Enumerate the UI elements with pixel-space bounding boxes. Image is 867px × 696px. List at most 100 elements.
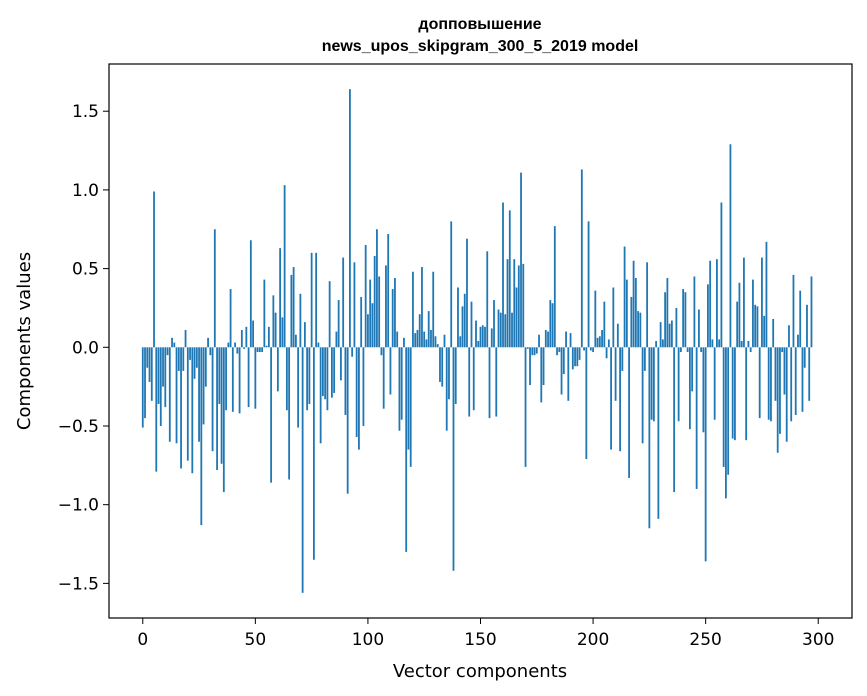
bar bbox=[700, 347, 703, 353]
bar bbox=[434, 336, 437, 348]
bar bbox=[288, 347, 291, 480]
bar bbox=[315, 252, 318, 348]
bar bbox=[391, 289, 394, 348]
bar bbox=[267, 326, 270, 348]
bar bbox=[335, 331, 338, 348]
bar bbox=[731, 347, 734, 439]
bar bbox=[270, 347, 273, 483]
bar bbox=[698, 309, 700, 348]
bar bbox=[463, 293, 466, 348]
bar bbox=[560, 347, 563, 395]
bar bbox=[265, 345, 268, 348]
bar bbox=[317, 342, 320, 348]
bar bbox=[776, 347, 779, 453]
bar bbox=[607, 339, 610, 348]
bar bbox=[619, 347, 621, 452]
bar bbox=[193, 347, 196, 379]
x-tick-label: 100 bbox=[352, 630, 384, 650]
bar bbox=[430, 329, 432, 348]
bar bbox=[448, 347, 450, 400]
bar bbox=[173, 342, 176, 348]
bar bbox=[740, 341, 743, 348]
bar bbox=[526, 347, 529, 349]
bar bbox=[407, 347, 410, 450]
bar bbox=[583, 347, 585, 351]
y-axis-ticks: −1.5 −1.0 −0.5 0.0 0.5 1.0 1.5 bbox=[58, 102, 109, 594]
bar bbox=[589, 347, 592, 351]
bar bbox=[276, 347, 279, 392]
bar bbox=[369, 279, 372, 348]
bar bbox=[326, 347, 329, 411]
bar bbox=[364, 244, 367, 348]
bar bbox=[632, 260, 635, 348]
bar bbox=[423, 331, 426, 348]
bar bbox=[466, 238, 468, 348]
bar bbox=[576, 347, 579, 367]
chart-title-line2: news_upos_skipgram_300_5_2019 model bbox=[322, 38, 639, 55]
bar bbox=[659, 322, 662, 348]
bar bbox=[360, 296, 363, 348]
bar bbox=[661, 339, 664, 348]
bar bbox=[319, 347, 322, 444]
bar bbox=[211, 347, 214, 452]
bar bbox=[643, 347, 646, 371]
bar bbox=[488, 347, 491, 419]
bar bbox=[702, 347, 705, 433]
bar bbox=[623, 246, 626, 348]
bar bbox=[432, 271, 435, 348]
bar bbox=[216, 347, 218, 471]
bar bbox=[292, 267, 295, 348]
bar bbox=[765, 241, 768, 348]
bar bbox=[416, 329, 419, 348]
bar bbox=[736, 301, 739, 348]
bar bbox=[144, 347, 146, 419]
x-tick-label: 0 bbox=[137, 630, 148, 650]
bar bbox=[218, 347, 221, 404]
bar bbox=[497, 309, 500, 348]
bar bbox=[637, 311, 640, 348]
bar bbox=[346, 347, 349, 494]
bar bbox=[400, 347, 403, 420]
bar bbox=[752, 279, 754, 348]
bar bbox=[240, 329, 243, 348]
bar bbox=[457, 287, 459, 348]
bar bbox=[159, 347, 162, 426]
bar bbox=[529, 347, 531, 386]
plot-frame bbox=[108, 63, 853, 619]
bar bbox=[506, 259, 509, 348]
bar bbox=[707, 284, 709, 348]
bar bbox=[531, 347, 534, 356]
y-axis-label: Components values bbox=[14, 252, 35, 430]
bar bbox=[294, 334, 297, 348]
bar bbox=[648, 347, 651, 529]
bar bbox=[481, 325, 484, 348]
bar bbox=[324, 347, 327, 400]
bar bbox=[229, 289, 232, 348]
bar bbox=[727, 347, 730, 475]
bar bbox=[553, 226, 556, 348]
bar bbox=[616, 323, 619, 348]
bar bbox=[646, 262, 649, 348]
bar bbox=[569, 333, 572, 348]
bar bbox=[779, 347, 781, 434]
bar bbox=[738, 282, 741, 348]
bar bbox=[716, 259, 718, 348]
bar bbox=[801, 347, 804, 412]
bar bbox=[186, 347, 189, 461]
y-tick-label: −1.5 bbox=[58, 574, 99, 594]
y-tick-label: 0.5 bbox=[72, 260, 99, 280]
bar bbox=[204, 347, 207, 387]
bar bbox=[547, 331, 549, 348]
bar bbox=[306, 347, 309, 411]
bar bbox=[367, 314, 369, 348]
bar bbox=[788, 325, 790, 348]
bar bbox=[682, 289, 685, 348]
bar bbox=[328, 281, 331, 348]
bar bbox=[612, 287, 615, 348]
bar bbox=[797, 334, 799, 348]
bar bbox=[686, 347, 689, 353]
bar bbox=[171, 337, 173, 348]
bar bbox=[396, 331, 399, 348]
bar bbox=[234, 342, 236, 348]
bar bbox=[598, 336, 601, 348]
